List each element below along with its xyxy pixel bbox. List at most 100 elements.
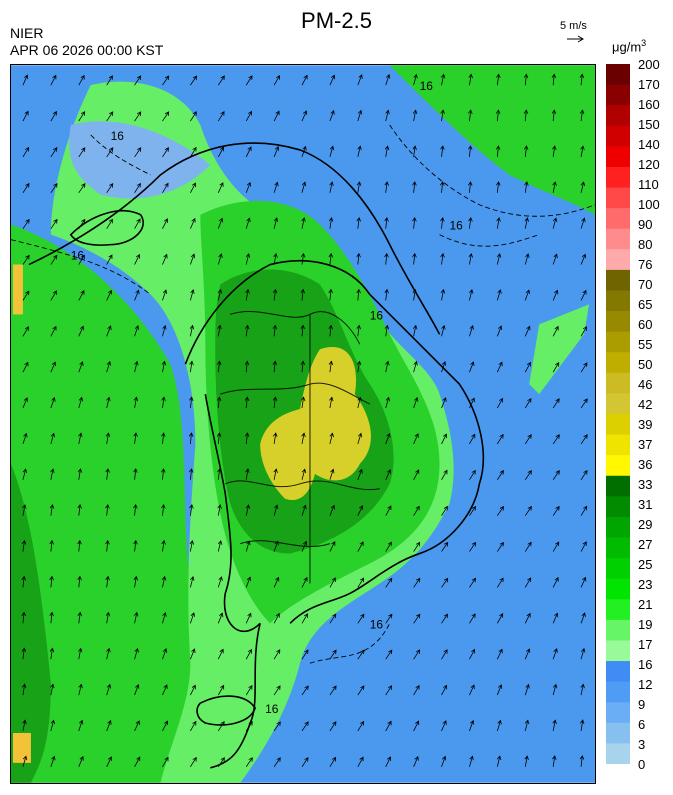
wind-arrow: [468, 216, 473, 229]
wind-arrow: [357, 145, 362, 158]
wind-arrow: [496, 361, 503, 373]
wind-arrow: [50, 147, 58, 158]
legend-swatch: [606, 681, 630, 703]
wind-arrow: [329, 613, 337, 624]
wind-arrow: [272, 324, 278, 337]
wind-arrow: [133, 468, 138, 480]
legend-tick-label: 42: [638, 397, 653, 412]
wind-arrow: [273, 252, 278, 265]
wind-arrow: [245, 576, 251, 588]
wind-arrow: [385, 541, 392, 552]
wind-arrow: [524, 719, 530, 732]
wind-arrow: [49, 503, 55, 516]
wind-arrow: [552, 576, 559, 588]
wind-arrow: [50, 290, 57, 301]
wind-arrow: [524, 541, 532, 552]
wind-arrow: [412, 216, 417, 229]
agency-label: NIER: [10, 25, 44, 41]
wind-arrow: [496, 216, 501, 229]
wind-arrow: [469, 719, 475, 732]
wind-arrow: [190, 111, 197, 122]
wind-arrow: [440, 181, 445, 193]
wind-arrow: [441, 649, 448, 660]
wind-arrow: [496, 73, 501, 86]
wind-arrow: [329, 721, 337, 732]
wind-arrow: [22, 254, 30, 265]
wind-arrow: [273, 468, 278, 480]
wind-arrow: [134, 325, 140, 337]
legend-tick-label: 120: [638, 157, 660, 172]
wind-arrow: [356, 252, 361, 265]
legend-swatch: [606, 228, 630, 250]
wind-arrow: [440, 216, 445, 229]
wind-arrow: [412, 288, 417, 301]
wind-arrow: [329, 685, 337, 696]
wind-arrow: [22, 468, 28, 480]
wind-arrow: [190, 648, 196, 660]
wind-arrow: [134, 647, 139, 660]
wind-arrow: [50, 755, 56, 767]
wind-arrow: [413, 396, 419, 409]
wind-arrow: [441, 613, 448, 624]
wind-arrow: [189, 360, 194, 373]
wind-arrow: [189, 504, 194, 516]
wind-arrow: [245, 217, 251, 229]
wind-arrow: [190, 182, 196, 193]
wind-arrow: [524, 361, 531, 373]
wind-arrow: [22, 432, 28, 445]
wind-arrow: [469, 648, 476, 660]
wind-arrow: [524, 217, 530, 229]
wind-arrow: [357, 109, 363, 122]
wind-arrow: [580, 326, 587, 337]
wind-arrow: [440, 109, 445, 122]
legend-tick-label: 23: [638, 577, 653, 592]
wind-arrow: [106, 360, 112, 373]
wind-arrow: [21, 683, 27, 696]
wind-arrow: [134, 684, 140, 696]
wind-arrow: [580, 398, 588, 409]
contour-label: 16: [370, 308, 384, 322]
wind-arrow: [77, 468, 83, 480]
legend-tick-label: 19: [638, 617, 653, 632]
wind-arrow: [244, 432, 250, 444]
wind-arrow: [188, 432, 194, 444]
wind-arrow: [384, 324, 390, 337]
wind-arrow: [468, 252, 473, 265]
contour-labels: 16 16 16 16 16 16 16: [71, 79, 463, 716]
legend-swatch: [606, 105, 630, 127]
wind-arrow: [22, 182, 30, 194]
wind-arrow: [413, 649, 421, 660]
wind-arrow: [162, 756, 169, 768]
wind-arrow: [357, 468, 363, 480]
wind-arrow: [217, 504, 222, 516]
legend-tick-label: 27: [638, 537, 653, 552]
wind-arrow: [217, 217, 224, 229]
wind-arrow: [552, 434, 560, 445]
wind-arrow: [301, 468, 307, 480]
wind-arrow: [190, 289, 195, 301]
wind-arrow: [217, 75, 225, 86]
wind-arrow: [469, 505, 476, 516]
legend-swatch: [606, 372, 630, 394]
wind-arrow: [384, 181, 389, 193]
legend-tick-label: 70: [638, 277, 653, 292]
field-west-orange: [12, 264, 23, 315]
wind-arrow: [245, 288, 250, 301]
legend-tick-label: 31: [638, 497, 653, 512]
wind-arrow: [412, 324, 418, 337]
wind-arrow: [524, 289, 530, 301]
wind-arrow: [245, 648, 252, 660]
wind-arrow: [300, 396, 306, 409]
wind-arrow: [524, 181, 529, 193]
wind-arrow: [468, 109, 473, 122]
wind-arrow: [245, 721, 253, 732]
district-boundaries: [220, 311, 380, 584]
legend-tick-label: 200: [638, 57, 660, 72]
wind-arrow: [523, 145, 529, 157]
wind-arrow: [106, 325, 112, 337]
wind-arrow: [413, 720, 420, 732]
wind-arrow: [385, 756, 392, 767]
unit-label: μg/m3: [612, 38, 646, 54]
wind-arrow: [329, 504, 335, 516]
legend-swatch: [606, 311, 630, 333]
